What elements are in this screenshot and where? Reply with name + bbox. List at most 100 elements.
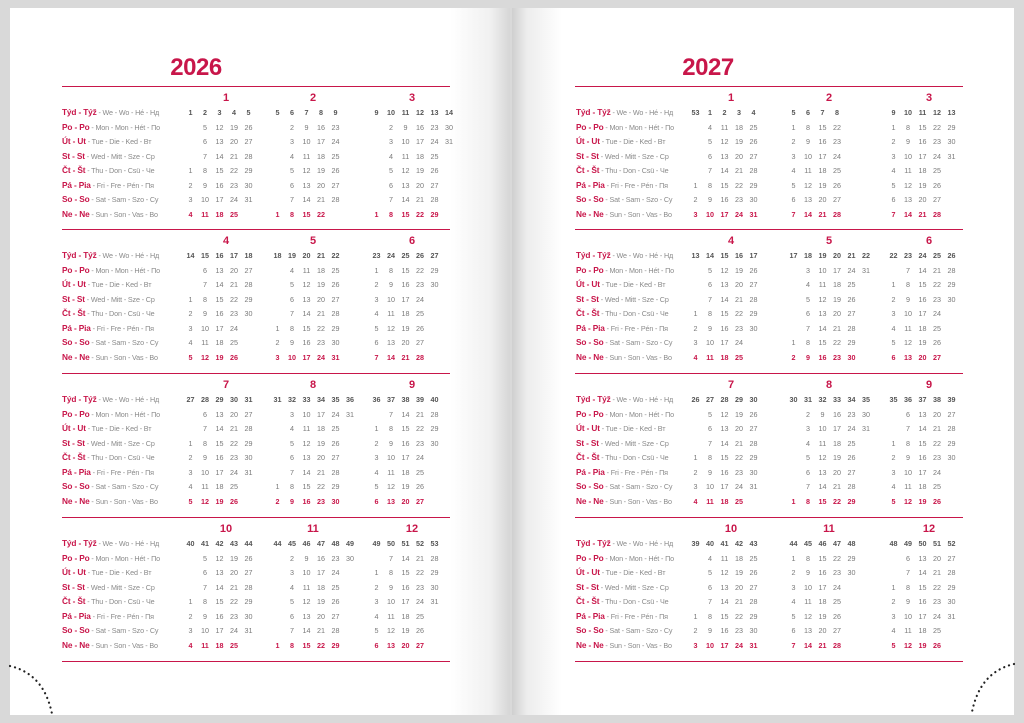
- row-label-translations: - Thu - Don - Csü - Че: [85, 309, 155, 318]
- date-cell: 2: [290, 122, 294, 132]
- date-cell: 6: [806, 467, 810, 477]
- date-cell: 10: [818, 265, 827, 275]
- date-cell: 28: [749, 294, 758, 304]
- row-label-primary: Čt - Št: [62, 596, 86, 606]
- date-cell: 18: [918, 482, 927, 491]
- row-label-translations: - We - Wo - Hé - Нд: [96, 395, 160, 404]
- divider-line: [575, 373, 963, 374]
- row-label-translations: - Wed - Mitt - Sze - Ср: [84, 151, 155, 161]
- week-number: 36: [372, 395, 381, 404]
- date-cell: 4: [891, 166, 896, 175]
- date-cell: 29: [947, 582, 956, 592]
- date-cell: 16: [818, 568, 827, 577]
- week-number: 41: [201, 539, 209, 548]
- week-number: 26: [416, 251, 424, 260]
- date-cell: 14: [215, 280, 224, 289]
- date-cell: 22: [735, 453, 743, 462]
- date-cell: 27: [331, 611, 340, 621]
- date-cell: 29: [244, 438, 253, 448]
- date-cell: 2: [374, 582, 379, 592]
- row-label-primary: Čt - Št: [576, 452, 600, 462]
- date-cell: 14: [818, 482, 827, 491]
- date-cell: 11: [818, 438, 827, 448]
- date-cell: 9: [304, 122, 309, 132]
- date-cell: 1: [275, 482, 280, 491]
- row-label: Týd - Týž - We - Wo - Hé - Нд: [576, 250, 673, 260]
- date-cell: 4: [708, 122, 712, 132]
- row-label-primary: Út - Ut: [576, 567, 600, 577]
- date-cell: 11: [201, 338, 209, 347]
- date-cell: 19: [230, 122, 238, 132]
- date-cell: 16: [918, 453, 927, 462]
- row-label-primary: St - St: [62, 581, 85, 592]
- date-cell: 28: [749, 597, 758, 606]
- sunday-date: 21: [818, 640, 827, 650]
- row-label-translations: - Sat - Sam - Szo - Су: [89, 195, 159, 204]
- divider-line: [62, 373, 450, 374]
- date-cell: 6: [708, 424, 712, 433]
- date-cell: 5: [203, 122, 207, 132]
- date-cell: 20: [317, 611, 325, 621]
- date-cell: 23: [230, 611, 238, 621]
- sunday-date: 26: [230, 352, 238, 362]
- row-label-primary: Út - Ut: [576, 423, 600, 433]
- row-label-translations: - Mon - Mon - Hét - По: [603, 553, 674, 563]
- sunday-date: 7: [374, 352, 379, 362]
- row-label-primary: Týd - Týž: [62, 538, 97, 548]
- row-label-primary: Po - Po: [576, 552, 604, 563]
- row-label-translations: - We - Wo - Hé - Нд: [96, 539, 160, 548]
- date-cell: 17: [833, 265, 841, 275]
- sunday-date: 7: [891, 209, 896, 219]
- row-label: Po - Po - Mon - Mon - Hét - По: [62, 553, 160, 563]
- date-cell: 7: [389, 195, 393, 204]
- row-label-translations: - Sat - Sam - Szo - Су: [89, 482, 159, 491]
- sunday-date: 31: [749, 209, 758, 219]
- date-cell: 22: [230, 597, 238, 606]
- row-label-primary: So - So: [62, 481, 90, 491]
- date-cell: 24: [933, 611, 941, 621]
- date-cell: 23: [331, 553, 340, 563]
- sunday-date: 20: [401, 496, 410, 506]
- sunday-date: 8: [290, 640, 294, 650]
- date-cell: 11: [904, 323, 912, 333]
- date-cell: 24: [230, 626, 238, 635]
- sunday-date: 28: [833, 209, 841, 219]
- date-cell: 2: [891, 294, 896, 304]
- week-number: 50: [918, 539, 927, 548]
- week-number: 48: [889, 539, 898, 548]
- week-number: 39: [691, 539, 700, 548]
- date-cell: 31: [346, 409, 354, 419]
- date-cell: 18: [317, 265, 325, 275]
- week-number: 39: [416, 395, 424, 404]
- row-label: So - So - Sat - Sam - Szo - Су: [576, 481, 673, 491]
- date-cell: 25: [230, 482, 238, 491]
- date-cell: 18: [918, 626, 927, 635]
- date-cell: 9: [389, 438, 393, 448]
- row-label-primary: St - St: [62, 437, 85, 448]
- date-cell: 18: [215, 338, 224, 347]
- month-label: 10: [219, 523, 233, 535]
- date-cell: 2: [891, 453, 896, 462]
- date-cell: 18: [317, 151, 325, 161]
- row-label: St - St - Wed - Mitt - Sze - Ср: [576, 151, 669, 161]
- date-cell: 14: [401, 553, 410, 563]
- sunday-date: 30: [847, 352, 856, 362]
- row-label-primary: Ne - Ne: [576, 495, 604, 506]
- date-cell: 10: [387, 294, 395, 304]
- row-label: Út - Ut - Tue - Die - Ked - Вт: [576, 279, 666, 289]
- date-cell: 26: [416, 626, 424, 635]
- date-cell: 5: [891, 180, 896, 190]
- sunday-date: 4: [188, 640, 193, 650]
- row-label-primary: Týd - Týž: [62, 250, 97, 260]
- date-cell: 9: [820, 409, 825, 419]
- row-label-translations: - Fri - Fre - Pén - Пя: [90, 611, 154, 621]
- date-cell: 20: [735, 424, 743, 433]
- date-cell: 19: [230, 553, 238, 563]
- sunday-date: 25: [230, 209, 238, 219]
- date-cell: 9: [203, 180, 207, 190]
- sunday-date: 24: [735, 209, 743, 219]
- date-cell: 26: [416, 482, 424, 491]
- row-label-primary: Pá - Pia: [576, 610, 605, 621]
- date-cell: 8: [203, 438, 207, 448]
- sunday-date: 4: [188, 209, 193, 219]
